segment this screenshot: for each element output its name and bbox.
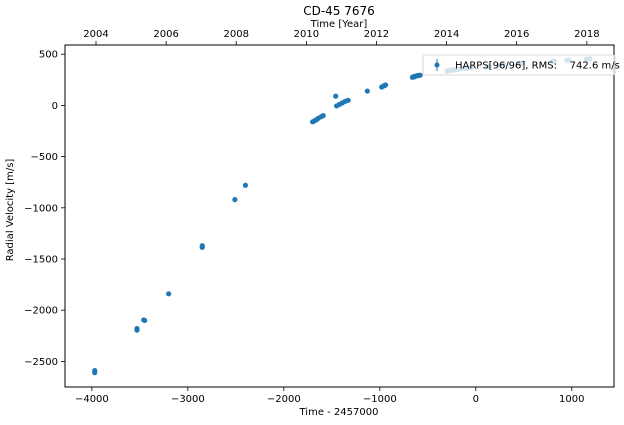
x2-tick-label: 2012 xyxy=(364,29,389,40)
data-point xyxy=(166,291,172,297)
x-axis-label: Time - 2457000 xyxy=(299,407,379,418)
data-point xyxy=(333,93,339,99)
data-point xyxy=(142,317,148,324)
chart-title: CD-45 7676 xyxy=(303,4,375,18)
x2-tick-label: 2010 xyxy=(294,29,319,40)
legend-marker xyxy=(434,62,440,68)
y-tick-label: −1000 xyxy=(24,203,58,214)
x2-tick-label: 2014 xyxy=(434,29,459,40)
data-point xyxy=(417,72,423,78)
data-point xyxy=(364,88,370,94)
y-tick-label: −2500 xyxy=(24,357,58,368)
legend-label: HARPS[96/96], RMS: 742.6 m/s xyxy=(455,61,620,72)
plot-area: −4000 −3000 −2000 −1000 0 1000 500 0 −500 −1000 −1… xyxy=(24,29,615,405)
x-tick-label: 0 xyxy=(473,394,479,405)
x2-tick-label: 2004 xyxy=(83,29,108,40)
data-point xyxy=(199,244,205,250)
data-point xyxy=(92,370,98,376)
x-tick-label: 1000 xyxy=(559,394,584,405)
data-point xyxy=(232,197,238,203)
x2-tick-label: 2008 xyxy=(224,29,249,40)
legend-box xyxy=(422,54,616,76)
top-axis-label: Time [Year] xyxy=(310,19,368,30)
data-point xyxy=(242,182,249,188)
x-tick-label: −3000 xyxy=(171,394,205,405)
y-tick-label: −1500 xyxy=(24,255,58,266)
y-tick-label: −2000 xyxy=(24,306,58,317)
y-tick-label: 0 xyxy=(52,101,58,112)
data-point xyxy=(345,97,351,103)
x-tick-label: −1000 xyxy=(363,394,397,405)
x-tick-label: −2000 xyxy=(267,394,301,405)
x-tick-label: −4000 xyxy=(75,394,109,405)
x2-tick-label: 2016 xyxy=(504,29,529,40)
data-point xyxy=(134,327,140,333)
plot-frame xyxy=(64,44,615,388)
y-axis-label: Radial Velocity [m/s] xyxy=(5,159,16,262)
legend: HARPS[96/96], RMS: 742.6 m/s xyxy=(422,54,620,76)
data-point xyxy=(382,82,389,88)
x2-tick-label: 2006 xyxy=(153,29,178,40)
x2-tick-label: 2018 xyxy=(574,29,599,40)
y-tick-label: 500 xyxy=(39,50,58,61)
data-point xyxy=(320,113,326,119)
y-tick-label: −500 xyxy=(31,152,58,163)
